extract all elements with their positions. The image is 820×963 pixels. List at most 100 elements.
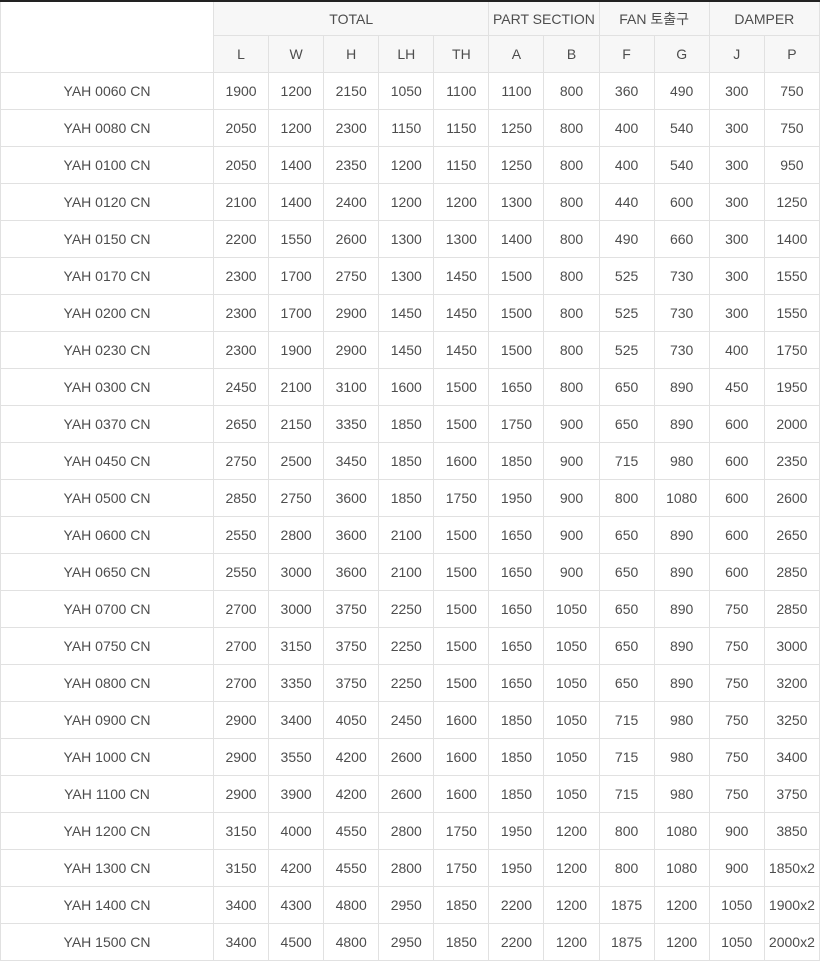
column-header: LH bbox=[378, 35, 435, 73]
column-header: P bbox=[763, 35, 820, 73]
value-cell: 2300 bbox=[212, 257, 270, 295]
model-cell: YAH 1400 CN bbox=[0, 886, 214, 924]
value-cell: 2050 bbox=[212, 146, 270, 184]
value-cell: 750 bbox=[708, 775, 765, 813]
model-cell: YAH 0450 CN bbox=[0, 442, 214, 480]
value-cell: 600 bbox=[708, 479, 765, 517]
value-cell: 600 bbox=[708, 553, 765, 591]
value-cell: 800 bbox=[598, 812, 655, 850]
value-cell: 1650 bbox=[488, 664, 545, 702]
value-cell: 1450 bbox=[433, 331, 490, 369]
value-cell: 2600 bbox=[378, 738, 435, 776]
value-cell: 1450 bbox=[378, 331, 435, 369]
value-cell: 3400 bbox=[212, 923, 270, 961]
value-cell: 1050 bbox=[378, 72, 435, 110]
value-cell: 1650 bbox=[488, 368, 545, 406]
value-cell: 1600 bbox=[433, 738, 490, 776]
model-cell: YAH 0800 CN bbox=[0, 664, 214, 702]
value-cell: 650 bbox=[598, 664, 655, 702]
value-cell: 2400 bbox=[323, 183, 380, 221]
value-cell: 300 bbox=[708, 109, 765, 147]
value-cell: 400 bbox=[598, 109, 655, 147]
value-cell: 650 bbox=[598, 553, 655, 591]
value-cell: 1850x2 bbox=[763, 849, 820, 887]
column-header: W bbox=[268, 35, 325, 73]
table-row: YAH 0450 CN 2750 2500 3450 1850 1600 1850 900 71… bbox=[0, 442, 820, 480]
value-cell: 1250 bbox=[488, 146, 545, 184]
value-cell: 2850 bbox=[212, 479, 270, 517]
value-cell: 2250 bbox=[378, 590, 435, 628]
value-cell: 1200 bbox=[433, 183, 490, 221]
value-cell: 4550 bbox=[323, 812, 380, 850]
value-cell: 900 bbox=[543, 516, 600, 554]
value-cell: 800 bbox=[598, 479, 655, 517]
table-row: YAH 0060 CN 1900 1200 2150 1050 1100 1100 800 36… bbox=[0, 72, 820, 110]
value-cell: 1850 bbox=[488, 775, 545, 813]
value-cell: 750 bbox=[708, 590, 765, 628]
value-cell: 2250 bbox=[378, 627, 435, 665]
value-cell: 1850 bbox=[433, 886, 490, 924]
value-cell: 890 bbox=[653, 553, 710, 591]
model-cell: YAH 0900 CN bbox=[0, 701, 214, 739]
value-cell: 1750 bbox=[433, 849, 490, 887]
value-cell: 2500 bbox=[268, 442, 325, 480]
table-row: YAH 0750 CN 2700 3150 3750 2250 1500 1650 1050 6… bbox=[0, 627, 820, 665]
value-cell: 300 bbox=[708, 220, 765, 258]
value-cell: 1650 bbox=[488, 516, 545, 554]
value-cell: 600 bbox=[708, 405, 765, 443]
value-cell: 2000 bbox=[763, 405, 820, 443]
value-cell: 1300 bbox=[488, 183, 545, 221]
value-cell: 1050 bbox=[543, 701, 600, 739]
value-cell: 1080 bbox=[653, 812, 710, 850]
value-cell: 2600 bbox=[763, 479, 820, 517]
value-cell: 3000 bbox=[268, 553, 325, 591]
value-cell: 2700 bbox=[212, 627, 270, 665]
value-cell: 1950 bbox=[488, 849, 545, 887]
corner-cell bbox=[0, 0, 214, 73]
value-cell: 715 bbox=[598, 701, 655, 739]
value-cell: 1950 bbox=[488, 812, 545, 850]
value-cell: 2900 bbox=[323, 331, 380, 369]
value-cell: 890 bbox=[653, 405, 710, 443]
spec-table-body: YAH 0060 CN 1900 1200 2150 1050 1100 1100 800 36… bbox=[0, 72, 820, 961]
value-cell: 890 bbox=[653, 590, 710, 628]
value-cell: 715 bbox=[598, 442, 655, 480]
value-cell: 3750 bbox=[763, 775, 820, 813]
value-cell: 3100 bbox=[323, 368, 380, 406]
table-row: YAH 0800 CN 2700 3350 3750 2250 1500 1650 1050 6… bbox=[0, 664, 820, 702]
table-row: YAH 0900 CN 2900 3400 4050 2450 1600 1850 1050 7… bbox=[0, 701, 820, 739]
value-cell: 1050 bbox=[543, 738, 600, 776]
value-cell: 2900 bbox=[212, 775, 270, 813]
value-cell: 440 bbox=[598, 183, 655, 221]
value-cell: 1550 bbox=[268, 220, 325, 258]
value-cell: 1200 bbox=[543, 849, 600, 887]
value-cell: 1050 bbox=[708, 886, 765, 924]
model-cell: YAH 0750 CN bbox=[0, 627, 214, 665]
table-row: YAH 1400 CN 3400 4300 4800 2950 1850 2200 1200 1… bbox=[0, 886, 820, 924]
value-cell: 300 bbox=[708, 257, 765, 295]
value-cell: 750 bbox=[708, 701, 765, 739]
value-cell: 540 bbox=[653, 109, 710, 147]
value-cell: 900 bbox=[543, 442, 600, 480]
model-cell: YAH 1300 CN bbox=[0, 849, 214, 887]
value-cell: 2850 bbox=[763, 590, 820, 628]
value-cell: 450 bbox=[708, 368, 765, 406]
value-cell: 2550 bbox=[212, 553, 270, 591]
value-cell: 1850 bbox=[488, 738, 545, 776]
table-row: YAH 0300 CN 2450 2100 3100 1600 1500 1650 800 65… bbox=[0, 368, 820, 406]
value-cell: 2050 bbox=[212, 109, 270, 147]
value-cell: 2150 bbox=[268, 405, 325, 443]
table-row: YAH 0120 CN 2100 1400 2400 1200 1200 1300 800 44… bbox=[0, 183, 820, 221]
table-row: YAH 0200 CN 2300 1700 2900 1450 1450 1500 800 52… bbox=[0, 294, 820, 332]
value-cell: 1850 bbox=[378, 405, 435, 443]
value-cell: 1500 bbox=[433, 368, 490, 406]
value-cell: 900 bbox=[543, 479, 600, 517]
value-cell: 540 bbox=[653, 146, 710, 184]
value-cell: 750 bbox=[763, 109, 820, 147]
value-cell: 800 bbox=[543, 368, 600, 406]
table-row: YAH 1000 CN 2900 3550 4200 2600 1600 1850 1050 7… bbox=[0, 738, 820, 776]
value-cell: 1750 bbox=[433, 479, 490, 517]
value-cell: 4200 bbox=[323, 738, 380, 776]
value-cell: 650 bbox=[598, 368, 655, 406]
